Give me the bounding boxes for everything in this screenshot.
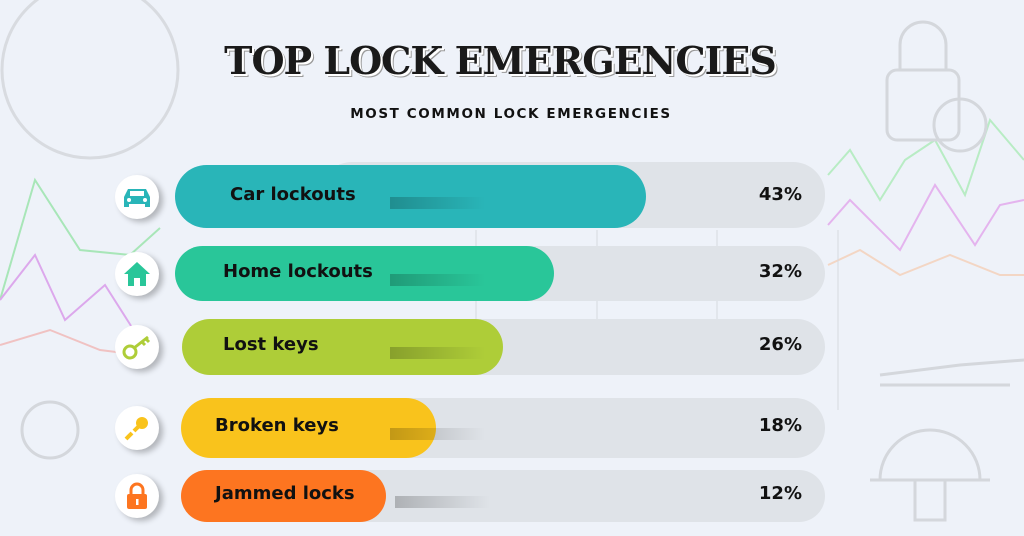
bar-value-label: 12%: [758, 483, 802, 504]
bar-value-label: 32%: [758, 260, 802, 282]
chart-subtitle: MOST COMMON LOCK EMERGENCIES: [350, 106, 672, 122]
bar-label: Home lockouts: [223, 260, 373, 282]
bar-row-jammed-locks: Jammed locks 12%: [0, 470, 1024, 522]
bar-shadow-decoration: [390, 428, 485, 440]
bar-value-label: 43%: [758, 183, 802, 205]
car-icon: [115, 174, 159, 219]
bar-fill: [182, 319, 504, 375]
bar-label: Broken keys: [215, 415, 339, 436]
key-icon: [115, 325, 159, 369]
bg-line-orange-right: [827, 248, 1024, 277]
padlock-icon: [115, 474, 159, 518]
bar-row-car-lockouts: Car lockouts 43%: [0, 162, 1024, 228]
bar-shadow-decoration: [390, 196, 485, 209]
bar-row-home-lockouts: Home lockouts 32%: [0, 246, 1024, 301]
bar-fill: [181, 398, 437, 458]
alarm-illustration: [20, 400, 80, 460]
hand-illustration: [879, 358, 1024, 387]
bar-shadow-decoration: [390, 347, 485, 359]
broken-key-icon: [115, 406, 159, 450]
bar-value-label: 26%: [758, 334, 802, 355]
bar-fill: [181, 470, 386, 522]
bar-row-lost-keys: Lost keys 26%: [0, 319, 1024, 375]
bg-line-purple: [0, 253, 141, 341]
service-bell-illustration: [870, 428, 990, 522]
bar-track: [320, 470, 825, 522]
bar-fill: [175, 246, 554, 301]
bg-line-purple-right: [827, 183, 1024, 252]
bar-fill: [175, 165, 647, 228]
bg-line-green: [0, 177, 161, 301]
bar-shadow-decoration: [390, 273, 485, 286]
locksmith-illustration-circle: [0, 0, 180, 160]
bar-label: Car lockouts: [230, 183, 356, 205]
padlock-illustration: [885, 68, 961, 142]
chart-title: TOP LOCK EMERGENCIES: [224, 38, 777, 83]
house-icon: [115, 251, 159, 296]
bar-label: Jammed locks: [215, 483, 355, 504]
bar-shadow-decoration: [395, 496, 490, 508]
bar-value-label: 18%: [758, 415, 802, 436]
bar-row-broken-keys: Broken keys 18%: [0, 398, 1024, 458]
bar-label: Lost keys: [223, 334, 319, 355]
